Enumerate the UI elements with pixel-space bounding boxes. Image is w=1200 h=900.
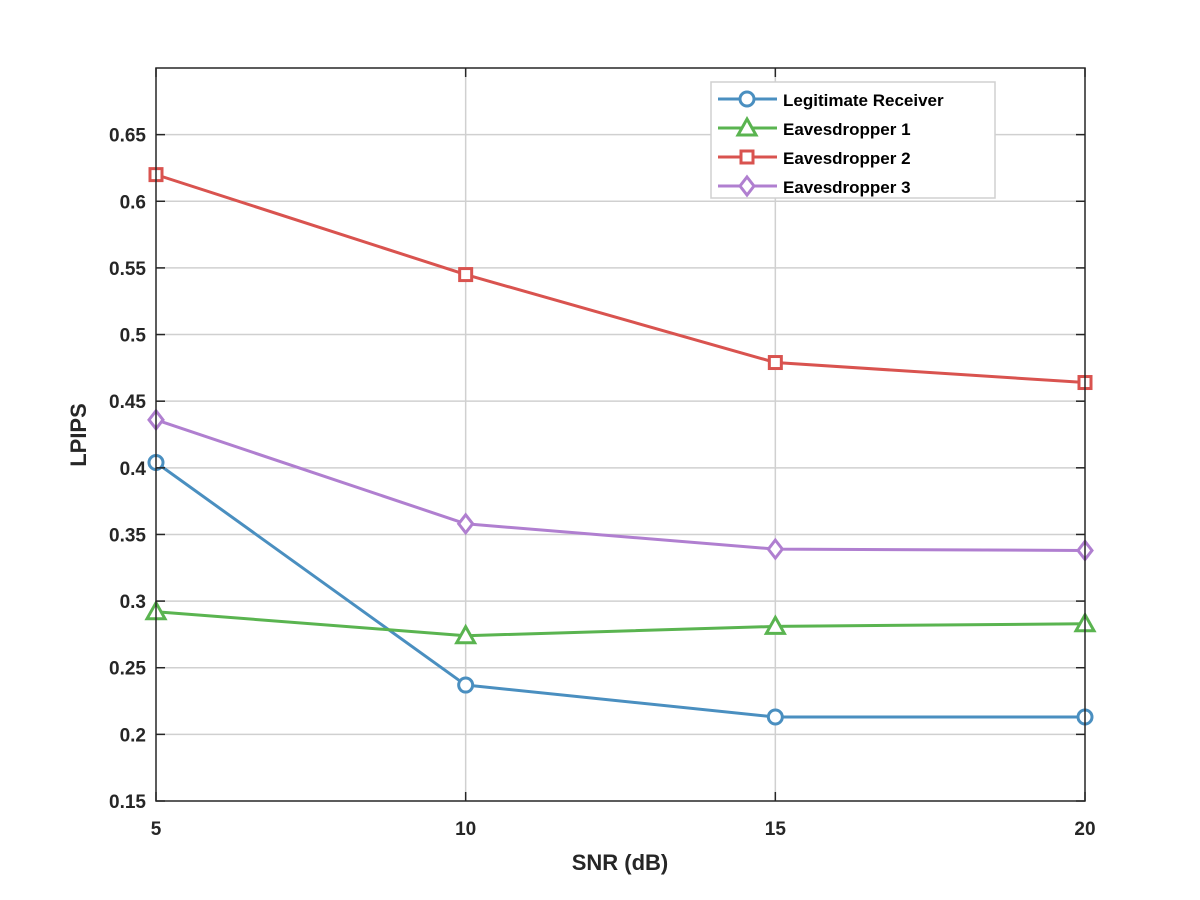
y-axis-label: LPIPS bbox=[66, 403, 91, 467]
series-line bbox=[155, 461, 1085, 719]
y-tick-label: 0.3 bbox=[120, 592, 146, 613]
data-point-triangle bbox=[735, 115, 759, 137]
legend-label: Eavesdropper 1 bbox=[783, 120, 911, 139]
data-point-circle bbox=[766, 708, 784, 726]
y-tick-label: 0.45 bbox=[109, 392, 146, 413]
x-axis-label: SNR (dB) bbox=[572, 850, 669, 875]
series-line bbox=[155, 610, 1086, 638]
y-tick-label: 0.2 bbox=[120, 725, 146, 746]
legend-entry: Eavesdropper 2 bbox=[718, 149, 911, 168]
x-tick-label: 15 bbox=[765, 819, 787, 840]
legend-entry: Legitimate Receiver bbox=[718, 90, 944, 110]
data-point-square bbox=[767, 355, 783, 371]
data-point-circle bbox=[738, 90, 756, 108]
y-tick-label: 0.65 bbox=[109, 126, 146, 147]
x-tick-label: 5 bbox=[151, 819, 162, 840]
legend-label: Eavesdropper 2 bbox=[783, 149, 911, 168]
data-point-square bbox=[739, 149, 755, 165]
legend-label: Legitimate Receiver bbox=[783, 91, 944, 110]
y-tick-label: 0.15 bbox=[109, 792, 146, 813]
data-point-triangle bbox=[763, 614, 787, 635]
x-tick-label: 10 bbox=[455, 819, 476, 840]
series-line bbox=[155, 173, 1086, 385]
legend-entry: Eavesdropper 1 bbox=[718, 115, 911, 139]
legend-box bbox=[710, 81, 996, 199]
y-tick-label: 0.4 bbox=[120, 459, 147, 480]
data-point-diamond bbox=[738, 174, 756, 198]
data-point-square bbox=[458, 267, 474, 283]
y-tick-label: 0.25 bbox=[109, 659, 146, 680]
y-tick-label: 0.5 bbox=[120, 326, 147, 347]
y-tick-label: 0.35 bbox=[109, 525, 146, 546]
y-tick-label: 0.55 bbox=[109, 259, 146, 280]
legend: Legitimate Receiver Eavesdropper 1 Eavesdr… bbox=[710, 81, 996, 199]
axis-ticks: 5 10 15 20 0.15 0.2 0.25 0.3 0.35 0.4 0.45 0.5 0.55 0… bbox=[109, 68, 1096, 840]
data-point-diamond bbox=[766, 537, 785, 561]
x-tick-label: 20 bbox=[1074, 819, 1095, 840]
series-1 bbox=[147, 453, 1094, 726]
data-point-circle bbox=[457, 676, 475, 694]
legend-entry: Eavesdropper 3 bbox=[718, 174, 911, 198]
grid-lines bbox=[156, 68, 1085, 801]
legend-label: Eavesdropper 3 bbox=[783, 178, 911, 197]
plot-frame bbox=[155, 67, 1086, 802]
series-layer bbox=[144, 167, 1097, 726]
series-line bbox=[155, 418, 1086, 552]
data-point-triangle bbox=[454, 623, 478, 645]
data-point-diamond bbox=[456, 512, 475, 536]
y-tick-label: 0.6 bbox=[120, 192, 146, 213]
